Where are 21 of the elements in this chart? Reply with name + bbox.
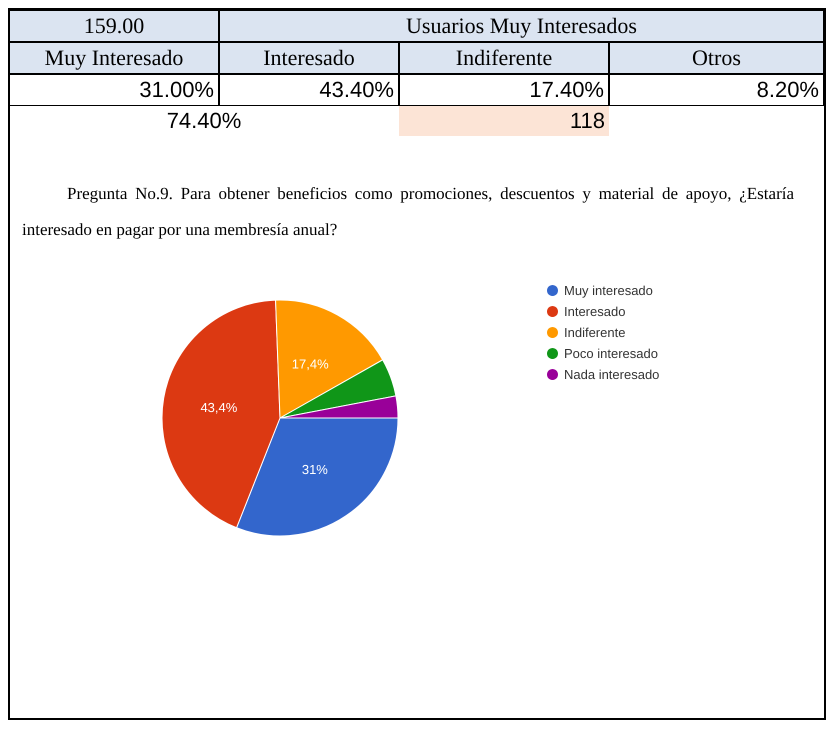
text: 43.40% <box>219 74 399 106</box>
text: 118 <box>399 106 609 136</box>
text: Usuarios Muy Interesados <box>219 10 824 42</box>
text: Otros <box>609 42 824 74</box>
text: 17.40% <box>399 74 609 106</box>
text: 8.20% <box>609 74 824 106</box>
text: 74.40% <box>166 107 242 135</box>
chart-title: Pregunta No.9. Para obtener beneficios como promociones, descuentos y material de apoyo, ¿Estaría interesado en pagar por una membresía anual? <box>21 183 795 241</box>
text: 159.00 <box>9 10 219 42</box>
data-label: 43,4% <box>200 400 238 416</box>
legend-label: Poco interesado <box>564 346 658 361</box>
data-label: 17,4% <box>292 356 330 372</box>
legend-label: Muy interesado <box>564 283 653 298</box>
data-label: 31% <box>302 462 328 477</box>
legend-label: Nada interesado <box>564 367 660 382</box>
text: 31.00% <box>9 74 219 106</box>
text: Indiferente <box>399 42 609 74</box>
legend-label: Interesado <box>564 304 626 319</box>
text: Muy Interesado <box>9 42 219 74</box>
legend-label: Indiferente <box>564 325 626 340</box>
text: Interesado <box>219 42 399 74</box>
